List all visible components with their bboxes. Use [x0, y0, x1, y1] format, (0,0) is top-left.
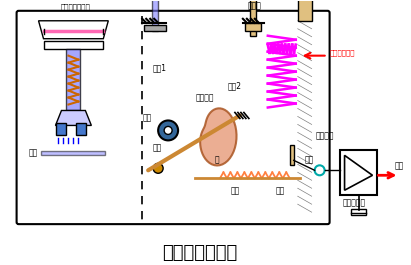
- Polygon shape: [55, 111, 91, 125]
- Bar: [290, 145, 294, 165]
- Polygon shape: [344, 155, 372, 190]
- Bar: [298, 0, 312, 21]
- Bar: [351, 209, 367, 215]
- Bar: [339, 150, 377, 195]
- Bar: [144, 25, 166, 31]
- Text: 杠杆2: 杠杆2: [228, 82, 242, 91]
- Text: 摆杆: 摆杆: [152, 143, 162, 152]
- Text: 气动放大器: 气动放大器: [343, 198, 366, 207]
- Bar: [245, 23, 261, 31]
- Text: 波纹管: 波纹管: [248, 2, 262, 11]
- Text: 恒节流孔: 恒节流孔: [315, 131, 334, 140]
- Polygon shape: [200, 108, 236, 165]
- Circle shape: [153, 163, 163, 173]
- Bar: [41, 151, 105, 155]
- Text: 气动薄膜调节阀: 气动薄膜调节阀: [60, 4, 90, 10]
- Text: 气源: 气源: [395, 161, 404, 170]
- Bar: [250, 0, 256, 36]
- Circle shape: [158, 121, 178, 140]
- Bar: [152, 0, 158, 31]
- Text: 杠杆1: 杠杆1: [152, 64, 166, 73]
- Text: 偏心凸轮: 偏心凸轮: [196, 94, 214, 103]
- FancyBboxPatch shape: [16, 11, 330, 224]
- Bar: [56, 123, 67, 135]
- Text: 喷嘴: 喷嘴: [305, 155, 314, 164]
- Text: 挡板: 挡板: [275, 186, 284, 195]
- Bar: [67, 49, 81, 111]
- Text: 轴: 轴: [215, 155, 219, 164]
- Text: 弹簧: 弹簧: [230, 186, 240, 195]
- Bar: [76, 123, 86, 135]
- Text: 滚轮: 滚轮: [143, 113, 152, 122]
- Polygon shape: [39, 21, 109, 39]
- Text: 压力信号输入: 压力信号输入: [330, 49, 355, 56]
- Text: 气动阀门定位器: 气动阀门定位器: [162, 244, 238, 262]
- Circle shape: [164, 126, 172, 134]
- Bar: [44, 41, 103, 49]
- Text: 平板: 平板: [28, 148, 38, 157]
- Circle shape: [315, 165, 325, 175]
